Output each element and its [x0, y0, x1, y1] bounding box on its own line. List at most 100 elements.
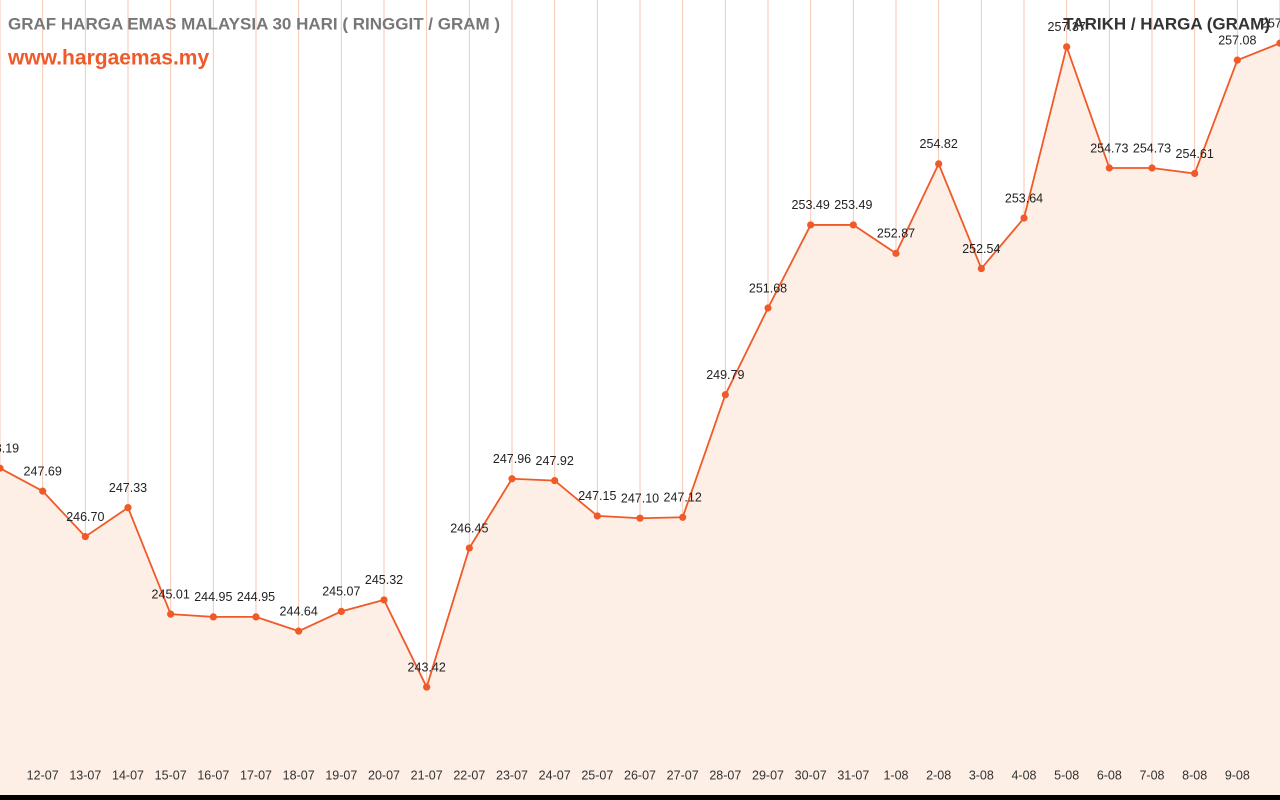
chart-title: GRAF HARGA EMAS MALAYSIA 30 HARI ( RINGG…	[8, 14, 500, 33]
x-tick-label: 12-07	[27, 768, 59, 782]
data-label: 247.96	[493, 452, 531, 466]
point	[81, 532, 89, 541]
point	[1020, 214, 1028, 222]
point	[423, 683, 431, 691]
x-tick-label: 20-07	[368, 768, 400, 782]
data-label: 243.42	[408, 660, 446, 674]
x-tick-label: 2-08	[926, 768, 951, 782]
x-tick-label: 8-08	[1182, 768, 1207, 782]
point	[380, 596, 388, 604]
point	[1276, 39, 1280, 47]
data-label: 247.69	[24, 464, 62, 478]
area	[0, 43, 1280, 795]
x-tick-label: 5-08	[1054, 768, 1079, 782]
x-tick-label: 1-08	[883, 768, 908, 782]
point	[1105, 164, 1113, 172]
point	[1191, 169, 1199, 178]
point	[892, 249, 900, 257]
data-label: 254.73	[1133, 141, 1171, 155]
data-label: 245.01	[152, 587, 190, 601]
x-tick-label: 16-07	[197, 768, 229, 782]
data-label: 245.32	[365, 573, 403, 587]
data-label: 247.15	[578, 489, 616, 503]
data-label: 249.79	[706, 368, 744, 382]
data-label: 257.37	[1048, 20, 1086, 34]
x-tick-label: 25-07	[581, 768, 613, 782]
x-tick-label: 14-07	[112, 768, 144, 782]
point	[1233, 56, 1241, 64]
data-label: 244.95	[237, 590, 275, 604]
data-label: 251.68	[749, 281, 787, 295]
x-tick-label: 13-07	[69, 768, 101, 782]
data-label: 253.64	[1005, 191, 1043, 205]
data-label: 254.61	[1176, 147, 1214, 161]
data-label: 246.70	[66, 510, 104, 524]
point	[465, 544, 473, 552]
data-label: 257.08	[1218, 33, 1256, 47]
point	[636, 514, 644, 522]
data-label: 257.45	[1261, 16, 1280, 30]
data-label: 244.95	[194, 590, 232, 604]
x-tick-label: 29-07	[752, 768, 784, 782]
x-tick-label: 6-08	[1097, 768, 1122, 782]
point	[1063, 43, 1071, 51]
x-tick-label: 22-07	[453, 768, 485, 782]
data-label: 248.19	[0, 441, 19, 455]
x-tick-label: 19-07	[325, 768, 357, 782]
point	[977, 264, 985, 273]
data-label: 246.45	[450, 521, 488, 535]
point	[167, 610, 175, 618]
point	[935, 160, 943, 168]
point	[551, 476, 559, 485]
point	[679, 513, 687, 521]
legend-label: TARIKH / HARGA (GRAM)	[1063, 14, 1270, 33]
x-tick-label: 27-07	[667, 768, 699, 782]
data-label: 254.82	[920, 137, 958, 151]
chart-subtitle: www.hargaemas.my	[7, 47, 209, 70]
point	[39, 487, 47, 495]
data-label: 253.49	[792, 198, 830, 212]
point	[593, 512, 601, 520]
point	[849, 221, 857, 229]
point	[252, 613, 260, 621]
x-tick-label: 7-08	[1139, 768, 1164, 782]
data-label: 247.10	[621, 492, 659, 506]
x-tick-label: 9-08	[1225, 768, 1250, 782]
point	[1148, 164, 1156, 172]
point	[807, 221, 815, 229]
x-tick-label: 21-07	[411, 768, 443, 782]
x-tick-label: 15-07	[155, 768, 187, 782]
x-tick-label: 17-07	[240, 768, 272, 782]
x-tick-label: 28-07	[709, 768, 741, 782]
point	[764, 304, 772, 312]
x-tick-label: 18-07	[283, 768, 315, 782]
data-label: 253.49	[834, 198, 872, 212]
point	[295, 627, 303, 635]
point	[721, 391, 729, 399]
x-tick-label: 31-07	[837, 768, 869, 782]
x-tick-label: 30-07	[795, 768, 827, 782]
bottom-bar	[0, 795, 1280, 800]
data-label: 245.07	[322, 585, 360, 599]
x-tick-label: 24-07	[539, 768, 571, 782]
point	[0, 464, 4, 472]
data-label: 252.87	[877, 227, 915, 241]
data-label: 247.33	[109, 481, 147, 495]
plot-marks: 12-07 13-07 14-07 15-07 16-07 17-07 18-07 19-07…	[0, 16, 1280, 782]
point	[209, 613, 217, 621]
x-tick-label: 4-08	[1011, 768, 1036, 782]
x-tick-label: 23-07	[496, 768, 528, 782]
data-label: 244.64	[280, 604, 318, 618]
data-label: 252.54	[962, 242, 1000, 256]
point	[124, 504, 132, 512]
point	[337, 607, 345, 615]
point	[508, 475, 516, 483]
x-tick-label: 26-07	[624, 768, 656, 782]
data-label: 254.73	[1090, 141, 1128, 155]
x-tick-label: 3-08	[969, 768, 994, 782]
data-label: 247.92	[536, 454, 574, 468]
data-label: 247.12	[664, 491, 702, 505]
